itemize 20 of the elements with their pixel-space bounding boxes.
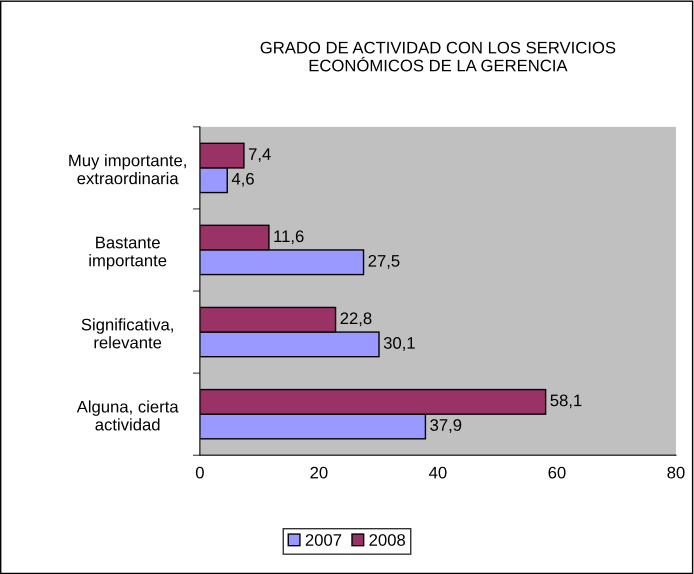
x-tick-label: 20 [310, 466, 328, 479]
chart-title: GRADO DE ACTIVIDAD CON LOS SERVICIOS ECONÓMICOS DE LA GERENCIA [260, 42, 616, 72]
y-tick-label: Bastante importante [89, 236, 166, 270]
legend-label: 2008 [370, 534, 406, 546]
data-label: 11,6 [274, 230, 304, 244]
data-label: 30,1 [384, 337, 415, 351]
data-label: 4,6 [232, 172, 254, 187]
data-label: 27,5 [368, 254, 400, 269]
x-tick-label: 0 [196, 466, 204, 479]
data-label: 37,9 [430, 419, 462, 433]
y-tick-label: Muy importante, extraordinaria [69, 154, 186, 184]
data-label: 7,4 [248, 148, 271, 162]
data-label: 22,8 [340, 312, 372, 326]
x-tick-label: 80 [667, 466, 685, 479]
legend-label: 2007 [306, 534, 342, 546]
y-tick-label: Significativa, relevante [82, 318, 173, 348]
x-tick-label: 60 [548, 466, 566, 479]
y-tick-label: Alguna, cierta actividad [76, 400, 179, 431]
data-label: 58,1 [550, 394, 582, 408]
x-tick-label: 40 [429, 466, 447, 479]
